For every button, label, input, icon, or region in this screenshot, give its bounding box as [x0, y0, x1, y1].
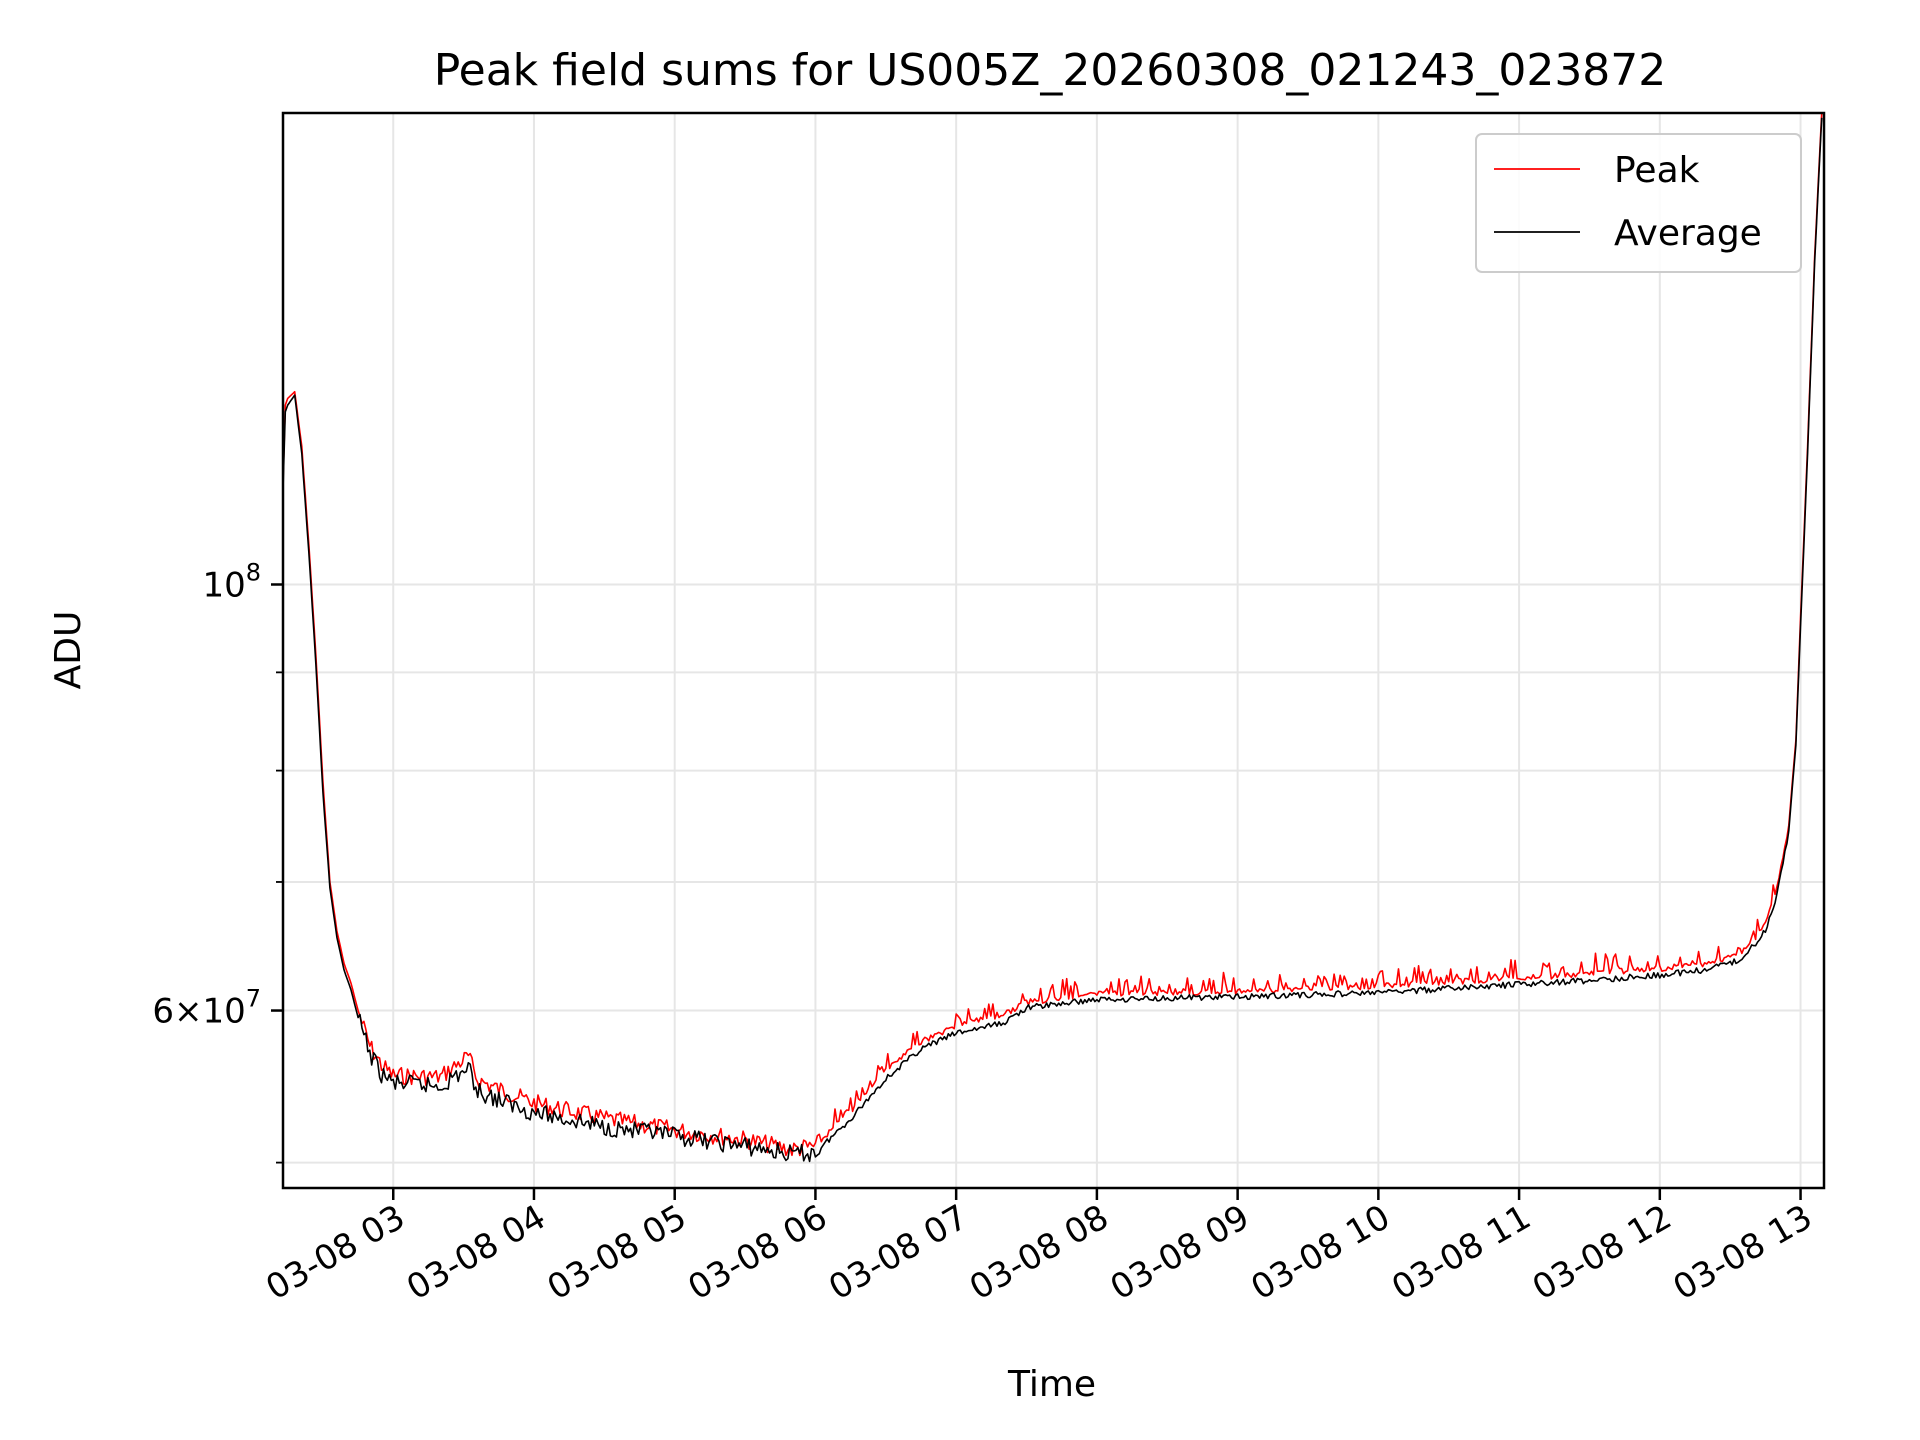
y-tick-label-exp: 7 [246, 985, 261, 1013]
x-tick-label: 03-08 08 [963, 1197, 1115, 1308]
legend-label-average: Average [1614, 213, 1762, 254]
x-tick-label: 03-08 06 [682, 1197, 834, 1308]
x-tick-label: 03-08 13 [1667, 1197, 1819, 1308]
legend-label-peak: Peak [1614, 150, 1700, 191]
series-layer [282, 112, 1823, 1163]
y-tick-label-exp: 8 [246, 558, 261, 586]
plot-frame [281, 111, 1826, 1190]
y-axis-label: ADU [48, 611, 89, 690]
x-tick-label: 03-08 05 [541, 1197, 693, 1308]
x-tick-label: 03-08 10 [1244, 1197, 1396, 1308]
series-line-average [282, 117, 1823, 1163]
chart-title: Peak field sums for US005Z_20260308_0212… [434, 45, 1667, 96]
series-line-peak [282, 112, 1823, 1157]
y-tick-label: 6×107 [152, 985, 261, 1032]
y-tick-label: 108 [202, 558, 261, 605]
y-tick-label-mantissa: 10 [202, 992, 245, 1032]
x-tick-label: 03-08 12 [1526, 1197, 1678, 1308]
x-tick-label: 03-08 03 [259, 1197, 411, 1308]
x-tick-label: 03-08 09 [1104, 1197, 1256, 1308]
grid-layer [283, 113, 1824, 1188]
y-tick-label-base: 6 [152, 992, 174, 1032]
y-tick-label-mantissa: 10 [202, 565, 245, 605]
legend: Peak Average [1475, 133, 1802, 273]
x-tick-label: 03-08 11 [1385, 1197, 1537, 1308]
x-tick-label: 03-08 07 [822, 1197, 974, 1308]
x-tick-label: 03-08 04 [400, 1197, 552, 1308]
y-tick-label-times: × [174, 992, 203, 1032]
x-axis-label: Time [1007, 1364, 1096, 1405]
